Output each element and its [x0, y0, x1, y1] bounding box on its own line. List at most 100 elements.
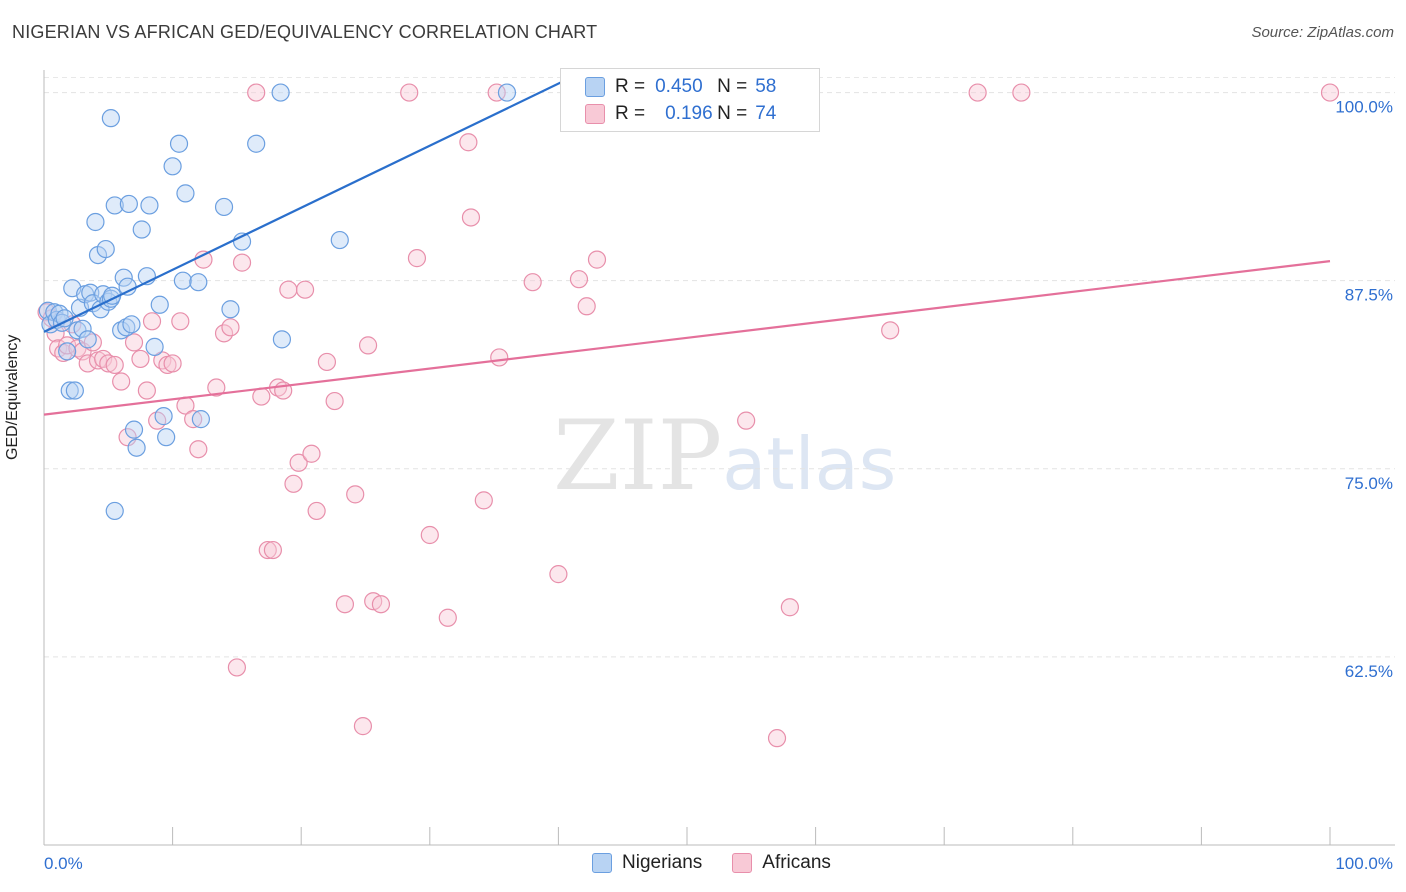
series-legend-africans[interactable]: Africans — [732, 852, 831, 874]
point-africans — [112, 372, 131, 391]
point-africans — [881, 321, 900, 340]
point-nigerians — [150, 295, 169, 314]
point-nigerians — [78, 330, 97, 349]
point-africans — [289, 453, 308, 472]
point-africans — [227, 658, 246, 677]
series-legend: Nigerians Africans — [592, 852, 861, 874]
point-africans — [1320, 83, 1340, 102]
point-nigerians — [127, 438, 146, 457]
point-nigerians — [117, 318, 136, 337]
point-africans — [124, 333, 144, 352]
point-africans — [171, 312, 190, 331]
point-africans — [83, 333, 102, 352]
watermark: ZIPatlas — [553, 400, 896, 512]
series-name-nigerians: Nigerians — [622, 852, 703, 873]
point-nigerians — [154, 407, 173, 426]
point-africans — [58, 336, 77, 355]
point-nigerians — [65, 381, 84, 400]
point-africans — [353, 717, 373, 736]
legend-n-value-africans: 74 — [755, 103, 777, 124]
x-tick-label: 0.0% — [44, 854, 83, 873]
point-africans — [459, 133, 478, 152]
point-nigerians — [173, 271, 192, 290]
point-africans — [232, 253, 252, 272]
point-africans — [258, 540, 277, 560]
point-nigerians — [112, 321, 131, 340]
point-africans — [335, 595, 355, 614]
point-africans — [142, 312, 162, 331]
legend-r-value-africans: 0.196 — [665, 103, 713, 124]
point-africans — [968, 83, 987, 102]
y-axis-label: GED/Equivalency — [4, 334, 21, 460]
point-africans — [490, 348, 509, 367]
series-legend-nigerians[interactable]: Nigerians — [592, 852, 702, 874]
point-nigerians — [105, 501, 124, 521]
point-africans — [780, 598, 799, 617]
point-nigerians — [247, 134, 266, 153]
point-nigerians — [163, 157, 182, 176]
chart-title: NIGERIAN VS AFRICAN GED/EQUIVALENCY CORR… — [12, 22, 598, 42]
legend-r-label: R = — [615, 103, 646, 124]
source-label: Source: ZipAtlas.com — [1251, 24, 1394, 41]
point-africans — [163, 354, 182, 373]
series-swatch-africans — [732, 853, 753, 873]
point-africans — [279, 280, 298, 299]
point-nigerians — [140, 196, 159, 215]
legend-swatch-nigerians — [585, 77, 605, 97]
point-africans — [131, 349, 150, 369]
point-nigerians — [189, 273, 208, 292]
legend-n-label: N = — [717, 76, 748, 97]
point-africans — [194, 250, 213, 269]
point-nigerians — [176, 184, 195, 203]
point-nigerians — [191, 410, 210, 429]
point-africans — [118, 428, 137, 447]
point-africans — [295, 280, 315, 299]
point-africans — [207, 378, 226, 397]
point-nigerians — [221, 300, 240, 319]
point-africans — [549, 565, 568, 584]
y-tick-label: 87.5% — [1345, 286, 1393, 305]
point-africans — [252, 387, 271, 406]
point-nigerians — [271, 83, 290, 102]
point-africans — [325, 391, 344, 411]
point-africans — [523, 273, 542, 292]
point-nigerians — [272, 330, 292, 349]
point-nigerians — [132, 220, 151, 239]
point-nigerians — [157, 428, 176, 447]
y-tick-label: 100.0% — [1335, 98, 1393, 117]
stats-legend: R = 0.450 N = 58 R = 0.196 N = 74 — [560, 68, 820, 132]
point-nigerians — [145, 337, 164, 356]
point-nigerians — [101, 109, 120, 128]
trendline-nigerians — [43, 79, 566, 333]
series-swatch-nigerians — [592, 853, 612, 873]
point-africans — [284, 474, 303, 493]
legend-n-label: N = — [717, 103, 748, 124]
point-africans — [189, 440, 208, 459]
point-nigerians — [169, 134, 189, 153]
point-africans — [461, 208, 481, 227]
point-africans — [438, 608, 457, 627]
point-africans — [767, 729, 787, 748]
point-nigerians — [73, 319, 92, 338]
point-africans — [184, 410, 203, 429]
point-africans — [247, 83, 266, 102]
point-africans — [474, 491, 493, 510]
point-africans — [302, 444, 321, 463]
legend-row-nigerians: R = 0.450 N = 58 — [585, 75, 776, 99]
legend-n-value-nigerians: 58 — [755, 76, 777, 97]
point-africans — [1012, 83, 1031, 102]
trendline-africans — [43, 260, 1331, 416]
y-tick-label: 62.5% — [1345, 662, 1393, 681]
point-nigerians — [122, 315, 141, 334]
point-africans — [737, 411, 756, 430]
point-africans — [400, 83, 419, 102]
point-africans — [420, 525, 439, 545]
point-africans — [99, 354, 118, 373]
point-africans — [577, 297, 596, 316]
point-africans — [105, 355, 124, 375]
y-tick-label: 75.0% — [1345, 474, 1393, 493]
point-africans — [371, 595, 391, 614]
point-nigerians — [119, 194, 138, 214]
point-nigerians — [124, 420, 144, 439]
x-tick-label: 100.0% — [1335, 854, 1393, 873]
